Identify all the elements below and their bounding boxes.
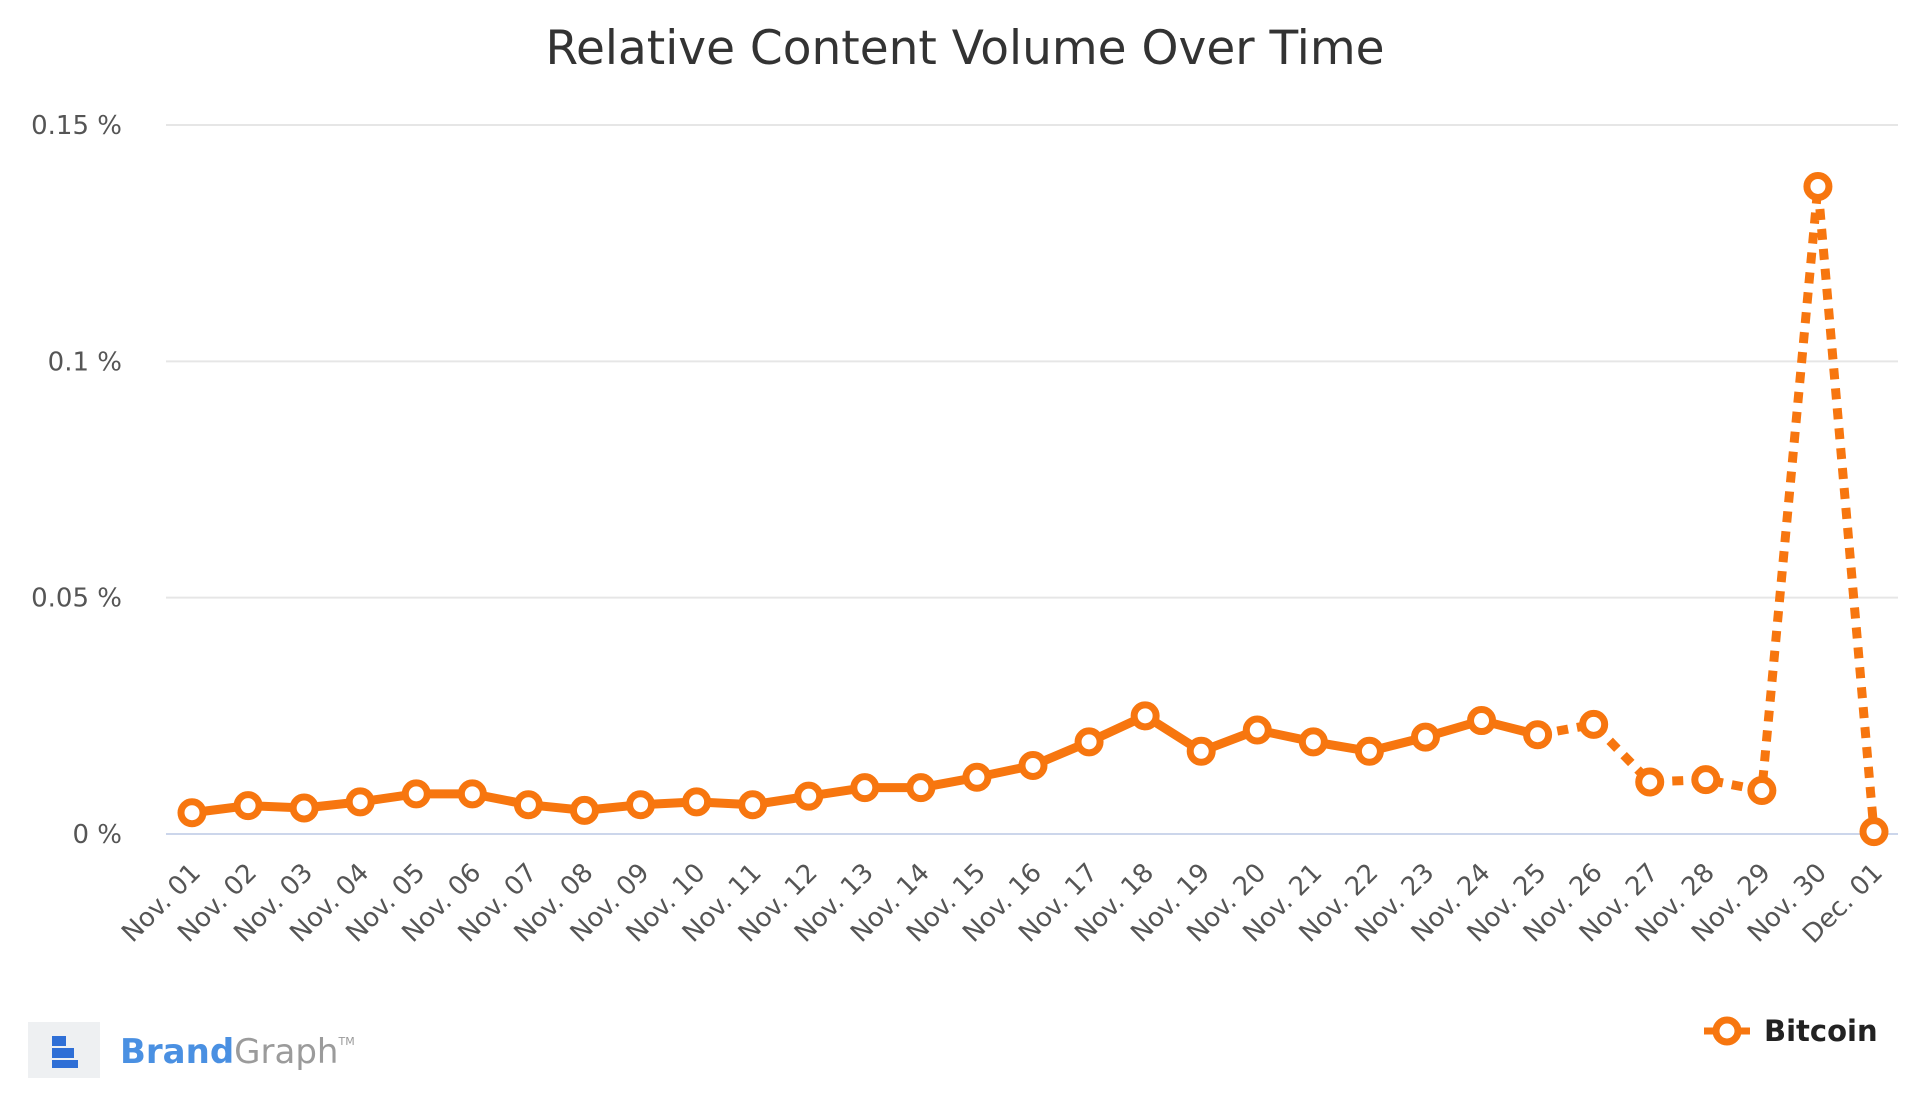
data-point[interactable] (177, 798, 207, 828)
data-point[interactable] (1298, 727, 1328, 757)
chart-title: Relative Content Volume Over Time (545, 21, 1384, 76)
data-point[interactable] (626, 790, 656, 820)
data-point[interactable] (1523, 720, 1553, 750)
y-tick-label: 0.05 % (31, 584, 122, 614)
brand-word-graph: Graph (234, 1032, 338, 1072)
data-point[interactable] (1691, 765, 1721, 795)
brand-wordmark: BrandGraphTM (120, 1032, 355, 1072)
brand-trademark: TM (337, 1035, 354, 1048)
data-point[interactable] (1410, 722, 1440, 752)
data-point[interactable] (1859, 817, 1889, 847)
data-point[interactable] (513, 790, 543, 820)
legend-marker (1712, 1016, 1742, 1046)
data-point[interactable] (233, 791, 263, 821)
data-point[interactable] (1579, 709, 1609, 739)
y-axis-labels: 0 % 0.05 % 0.1 % 0.15 % (31, 111, 122, 850)
y-tick-label: 0.1 % (48, 347, 122, 377)
data-point[interactable] (850, 773, 880, 803)
data-point[interactable] (569, 795, 599, 825)
data-point[interactable] (738, 790, 768, 820)
data-point[interactable] (1635, 767, 1665, 797)
data-point[interactable] (1803, 171, 1833, 201)
data-point[interactable] (289, 793, 319, 823)
data-point[interactable] (1018, 750, 1048, 780)
data-point[interactable] (1467, 706, 1497, 736)
data-point[interactable] (345, 787, 375, 817)
data-point[interactable] (1074, 727, 1104, 757)
data-point[interactable] (906, 773, 936, 803)
y-tick-label: 0.15 % (31, 111, 122, 141)
data-point[interactable] (457, 779, 487, 809)
data-point[interactable] (794, 781, 824, 811)
brand-logo: BrandGraphTM (28, 1022, 355, 1078)
data-point[interactable] (401, 779, 431, 809)
y-tick-label: 0 % (72, 820, 122, 850)
brandgraph-logo-icon (28, 1022, 100, 1078)
data-point[interactable] (1354, 736, 1384, 766)
series-bitcoin (187, 186, 1879, 833)
legend-label-bitcoin: Bitcoin (1764, 1014, 1878, 1048)
data-point[interactable] (962, 762, 992, 792)
data-point[interactable] (1242, 715, 1272, 745)
data-point[interactable] (682, 787, 712, 817)
brand-word-brand: Brand (120, 1032, 234, 1072)
data-point[interactable] (1130, 701, 1160, 731)
series-bitcoin-points (177, 171, 1889, 847)
legend[interactable]: Bitcoin (1704, 1014, 1878, 1048)
grid (166, 124, 1898, 835)
data-point[interactable] (1747, 776, 1777, 806)
data-point[interactable] (1186, 736, 1216, 766)
